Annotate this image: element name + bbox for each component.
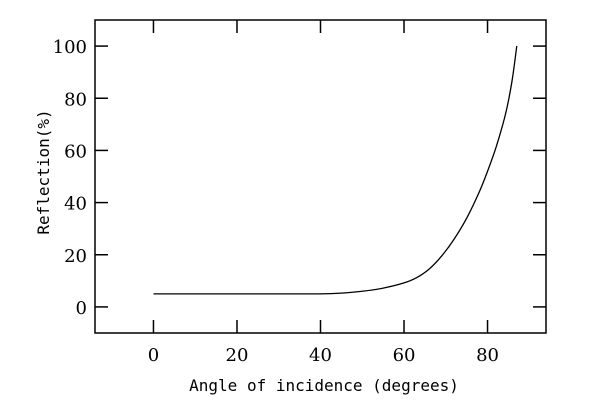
x-tick-label: 20 xyxy=(226,345,249,366)
y-tick-label: 80 xyxy=(64,89,87,110)
y-tick-label: 40 xyxy=(64,194,87,215)
reflection-curve xyxy=(153,45,518,295)
x-tick-label: 80 xyxy=(476,345,499,366)
plot-frame xyxy=(94,19,547,334)
y-tick-label: 60 xyxy=(64,141,87,162)
y-axis-title: Reflection(%) xyxy=(34,109,53,234)
x-tick-label: 60 xyxy=(393,345,416,366)
axis-ticks xyxy=(95,20,546,333)
y-tick-label: 100 xyxy=(53,37,87,58)
y-tick-label: 20 xyxy=(64,246,87,267)
y-tick-label: 0 xyxy=(76,298,87,319)
x-tick-label: 40 xyxy=(309,345,332,366)
tick-labels: 0 20 40 60 80 0 20 40 60 80 100 xyxy=(53,37,499,366)
x-tick-label: 0 xyxy=(148,345,159,366)
x-axis-title: Angle of incidence (degrees) xyxy=(189,376,459,395)
